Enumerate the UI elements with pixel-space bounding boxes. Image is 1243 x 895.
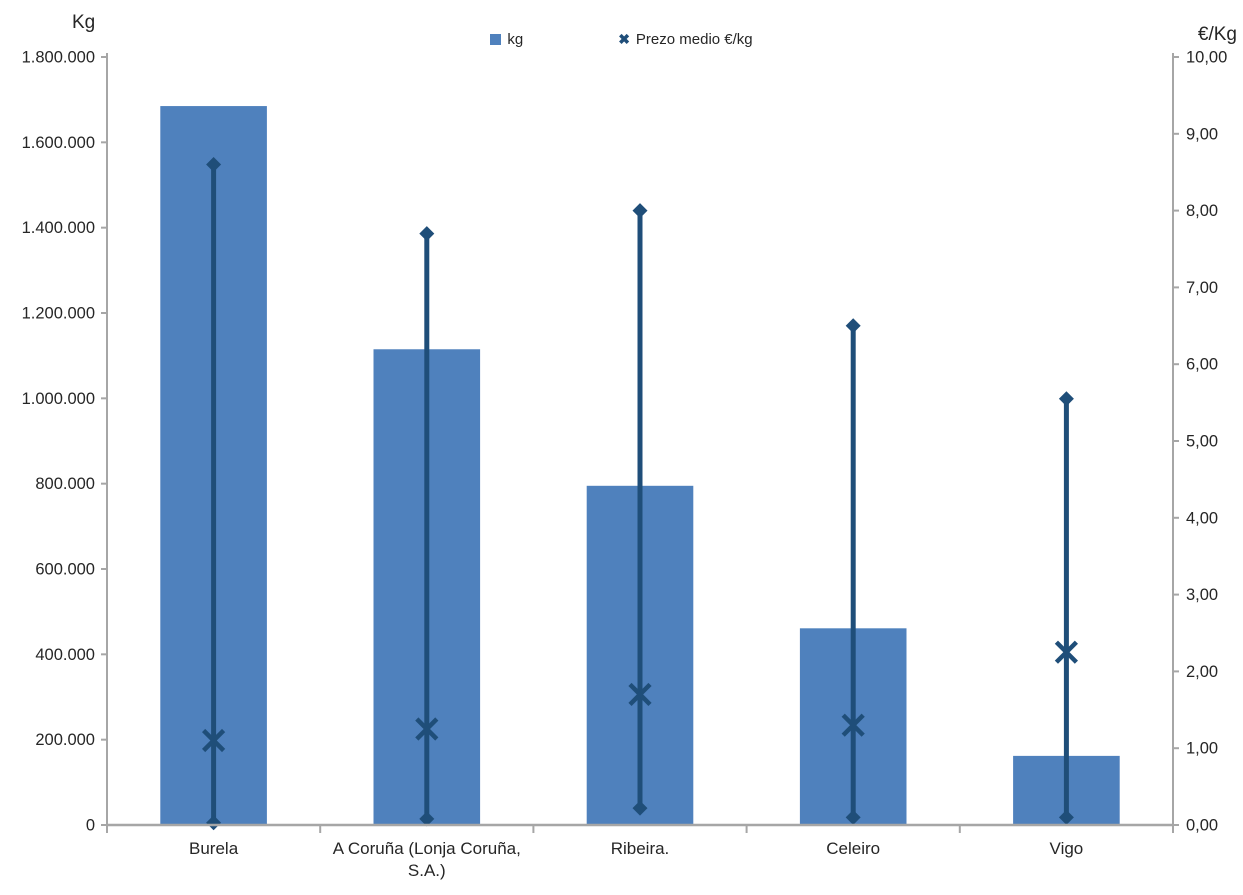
mean-marker-ribeira	[628, 682, 652, 707]
mean-marker-celeiro	[841, 713, 865, 737]
max-marker-burela	[206, 157, 222, 173]
mean-marker-burela	[202, 728, 226, 753]
left-axis-title: Kg	[72, 12, 96, 33]
left-axis-tick-label: 1.800.000	[22, 49, 95, 67]
right-axis-tick-label: 5,00	[1186, 433, 1218, 451]
legend-label-prezo-medio: Prezo medio €/kg	[635, 31, 753, 48]
legend-item-kg: kg	[490, 31, 523, 48]
right-axis-tick-label: 8,00	[1186, 202, 1218, 220]
right-axis-tick-label: 1,00	[1186, 740, 1218, 758]
left-axis-tick-label: 600.000	[35, 561, 95, 579]
min-marker-ribeira	[632, 800, 648, 816]
left-axis-tick-label: 0	[86, 817, 95, 835]
min-marker-a-coru-a-lonja-coru-a-s-a	[419, 811, 435, 827]
left-axis-tick-label: 1.400.000	[22, 219, 95, 237]
right-axis-tick-label: 7,00	[1186, 279, 1218, 297]
right-axis-tick-label: 6,00	[1186, 356, 1218, 374]
x-marker-icon: ✖	[618, 31, 630, 47]
max-marker-ribeira	[632, 203, 648, 219]
legend: kg ✖ Prezo medio €/kg	[0, 31, 1243, 48]
category-label-a-coru-a-lonja-coru-a-s-a: A Coruña (Lonja Coruña, S.A.)	[332, 839, 521, 881]
left-axis-tick-label: 1.600.000	[22, 134, 95, 152]
mean-marker-vigo	[1054, 640, 1078, 664]
category-label-vigo: Vigo	[1049, 839, 1084, 858]
right-axis-tick-label: 0,00	[1186, 817, 1218, 835]
min-marker-vigo	[1058, 809, 1074, 825]
category-label-celeiro: Celeiro	[826, 839, 881, 858]
right-axis-tick-label: 2,00	[1186, 663, 1218, 681]
legend-label-kg: kg	[507, 31, 524, 48]
right-axis-title: €/Kg	[1197, 24, 1237, 45]
left-axis-tick-label: 800.000	[35, 475, 95, 493]
bar-series-swatch-icon	[490, 34, 502, 45]
max-marker-celeiro	[845, 318, 861, 334]
left-axis-tick-label: 200.000	[35, 731, 95, 749]
right-axis-tick-label: 10,00	[1186, 49, 1227, 67]
mean-marker-a-coru-a-lonja-coru-a-s-a	[415, 717, 439, 741]
right-axis-tick-label: 9,00	[1186, 125, 1218, 143]
right-axis-tick-label: 4,00	[1186, 509, 1218, 527]
max-marker-vigo	[1058, 391, 1074, 407]
max-marker-a-coru-a-lonja-coru-a-s-a	[419, 226, 435, 242]
min-marker-celeiro	[845, 809, 861, 825]
right-axis-tick-label: 3,00	[1186, 586, 1218, 604]
category-label-ribeira: Ribeira.	[610, 839, 670, 858]
left-axis-tick-label: 1.000.000	[22, 390, 95, 408]
left-axis-tick-label: 400.000	[35, 646, 95, 664]
legend-item-prezo-medio: ✖ Prezo medio €/kg	[618, 31, 752, 48]
left-axis-tick-label: 1.200.000	[22, 305, 95, 323]
min-marker-burela	[206, 815, 222, 831]
category-label-burela: Burela	[189, 839, 239, 858]
